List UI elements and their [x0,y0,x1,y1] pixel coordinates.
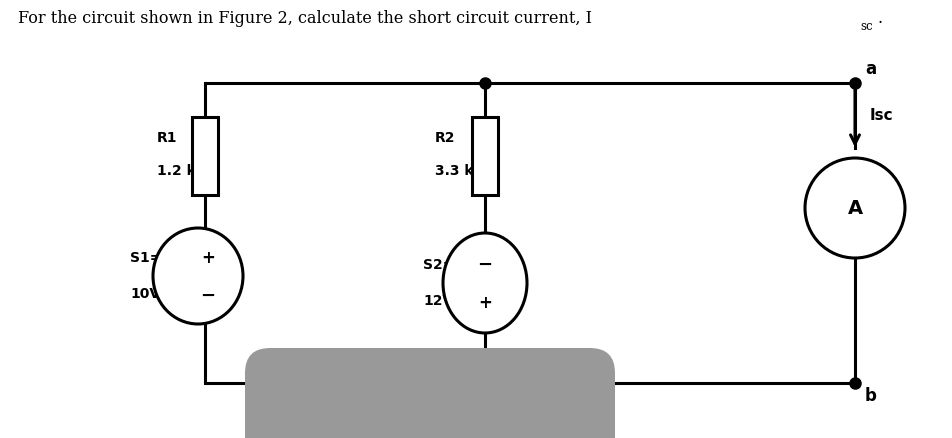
Text: A: A [847,198,863,218]
Text: −: − [201,287,215,305]
Text: sc: sc [860,20,873,33]
Text: 10V: 10V [130,287,160,301]
Text: S1=: S1= [130,251,162,265]
Text: Isc: Isc [870,108,894,123]
Ellipse shape [443,233,527,333]
Text: +: + [478,294,492,312]
Text: b: b [865,387,877,405]
Text: 1.2 kΩ: 1.2 kΩ [157,164,208,178]
Ellipse shape [153,228,243,324]
Text: 12V: 12V [423,294,453,308]
Text: −: − [478,256,492,274]
Ellipse shape [805,158,905,258]
Text: R1: R1 [157,131,177,145]
Text: R2: R2 [435,131,455,145]
Text: .: . [878,10,883,27]
Text: 3.3 kΩ: 3.3 kΩ [435,164,486,178]
Bar [192,117,218,195]
Text: a: a [865,60,876,78]
Text: For the circuit shown in Figure 2, calculate the short circuit current, I: For the circuit shown in Figure 2, calcu… [18,10,592,27]
Text: +: + [201,249,215,267]
Text: S2=: S2= [423,258,454,272]
Bar [472,117,498,195]
FancyBboxPatch shape [245,348,615,438]
